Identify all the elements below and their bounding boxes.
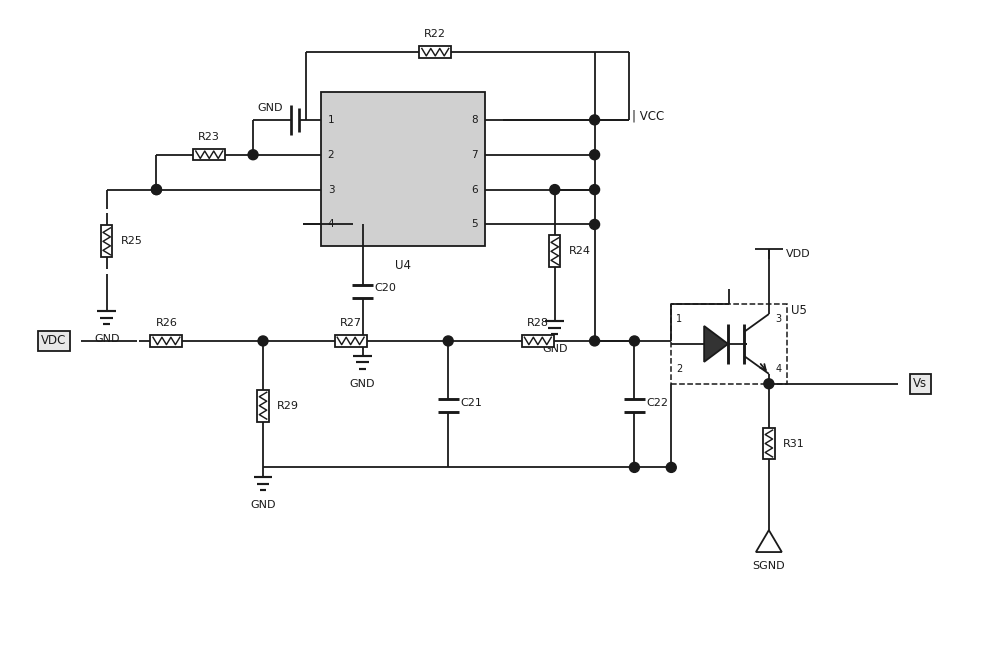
Text: U5: U5 [791,304,807,317]
Text: R24: R24 [569,246,591,256]
Bar [257,390,269,422]
Text: | VCC: | VCC [632,110,665,123]
Text: 8: 8 [471,115,478,125]
Circle shape [590,184,600,195]
Text: 1: 1 [676,314,682,324]
Text: 2: 2 [328,150,334,160]
Text: GND: GND [94,334,119,344]
Circle shape [151,184,161,195]
Text: 4: 4 [328,220,334,230]
Text: 7: 7 [471,150,478,160]
Circle shape [590,150,600,159]
Circle shape [590,115,600,125]
Circle shape [590,220,600,230]
Text: GND: GND [250,501,276,510]
Text: R31: R31 [783,438,805,449]
Circle shape [590,336,600,346]
Circle shape [443,336,453,346]
Text: Vs: Vs [913,377,927,390]
Circle shape [151,184,161,195]
Circle shape [764,379,774,389]
Text: U4: U4 [395,259,411,272]
Text: GND: GND [257,103,283,113]
Text: R28: R28 [527,318,549,328]
Circle shape [629,336,639,346]
Text: 4: 4 [776,364,782,374]
Text: 5: 5 [471,220,478,230]
Text: C21: C21 [460,398,482,407]
Text: R22: R22 [424,30,446,39]
Circle shape [629,462,639,472]
Text: VDD: VDD [786,249,810,259]
Circle shape [248,150,258,159]
Bar [101,226,112,257]
Text: R26: R26 [155,318,177,328]
Text: 2: 2 [676,364,683,374]
Text: 1: 1 [328,115,334,125]
Bar [763,428,775,459]
Text: SGND: SGND [753,561,785,571]
Circle shape [550,184,560,195]
Circle shape [258,336,268,346]
Polygon shape [704,326,728,362]
Circle shape [666,462,676,472]
Text: C20: C20 [375,283,396,293]
Bar [419,47,451,58]
Text: 3: 3 [328,184,334,195]
Bar [522,335,554,346]
Text: R25: R25 [121,236,142,247]
Text: VDC: VDC [41,335,67,348]
Bar [150,335,182,346]
Bar [335,335,367,346]
Text: R27: R27 [340,318,362,328]
Bar [193,149,225,161]
Bar [321,92,485,247]
Text: R23: R23 [198,132,220,142]
Text: GND: GND [542,344,568,354]
Bar [671,304,787,384]
Text: GND: GND [350,379,375,389]
Bar [549,236,560,267]
Text: 3: 3 [776,314,782,324]
Text: C22: C22 [646,398,668,407]
Text: R29: R29 [277,401,299,411]
Text: 6: 6 [471,184,478,195]
